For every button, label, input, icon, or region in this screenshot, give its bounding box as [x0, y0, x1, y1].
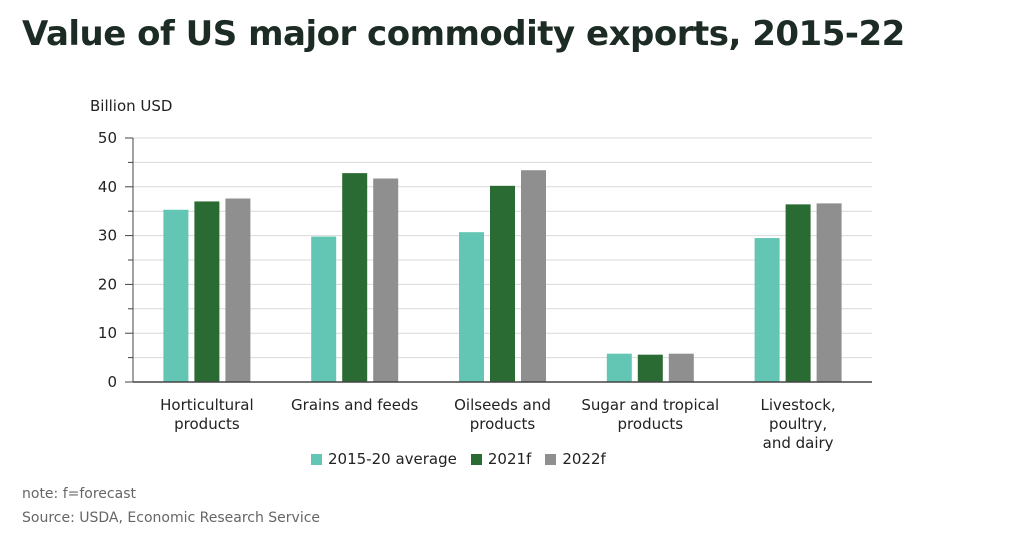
legend: 2015-20 average 2021f 2022f: [311, 450, 606, 468]
page-title: Value of US major commodity exports, 201…: [22, 14, 905, 54]
bar: [490, 185, 515, 382]
legend-item-average: 2015-20 average: [311, 450, 457, 468]
legend-swatch-average: [311, 453, 322, 465]
legend-label-2021f: 2021f: [487, 450, 532, 468]
legend-item-2021f: 2021f: [470, 450, 532, 468]
bar: [163, 209, 189, 382]
bar: [668, 353, 694, 382]
source-note: Source: USDA, Economic Research Service: [22, 510, 321, 526]
y-tick-label: 10: [98, 324, 117, 342]
legend-label-average: 2015-20 average: [328, 450, 457, 468]
x-tick-label: Horticultural products: [160, 396, 254, 433]
legend-item-2022f: 2022f: [545, 450, 606, 468]
x-tick-label: Livestock, poultry, and dairy: [760, 396, 835, 452]
y-tick-label: 30: [98, 227, 117, 245]
y-tick-label: 40: [98, 178, 117, 196]
bar: [225, 198, 251, 382]
bar: [311, 236, 337, 382]
bar: [521, 170, 546, 382]
x-tick-label: Oilseeds and products: [454, 396, 551, 433]
bar: [459, 232, 484, 382]
y-tick-label: 20: [98, 275, 117, 293]
bar: [785, 204, 811, 382]
bar: [816, 203, 842, 382]
footnote: note: f=forecast: [22, 486, 136, 502]
bar: [194, 201, 220, 382]
bar: [637, 354, 663, 382]
bar: [342, 173, 368, 382]
x-tick-label: Sugar and tropical products: [581, 396, 719, 433]
bar: [373, 178, 399, 382]
x-tick-label: Grains and feeds: [291, 396, 418, 414]
legend-swatch-2022f: [545, 453, 557, 465]
legend-swatch-2021f: [470, 453, 482, 465]
bar: [754, 238, 780, 382]
y-tick-label: 0: [107, 373, 117, 391]
y-tick-label: 50: [98, 129, 117, 147]
bar: [606, 353, 632, 382]
y-axis-label: Billion USD: [90, 97, 172, 115]
legend-label-2022f: 2022f: [562, 450, 606, 468]
